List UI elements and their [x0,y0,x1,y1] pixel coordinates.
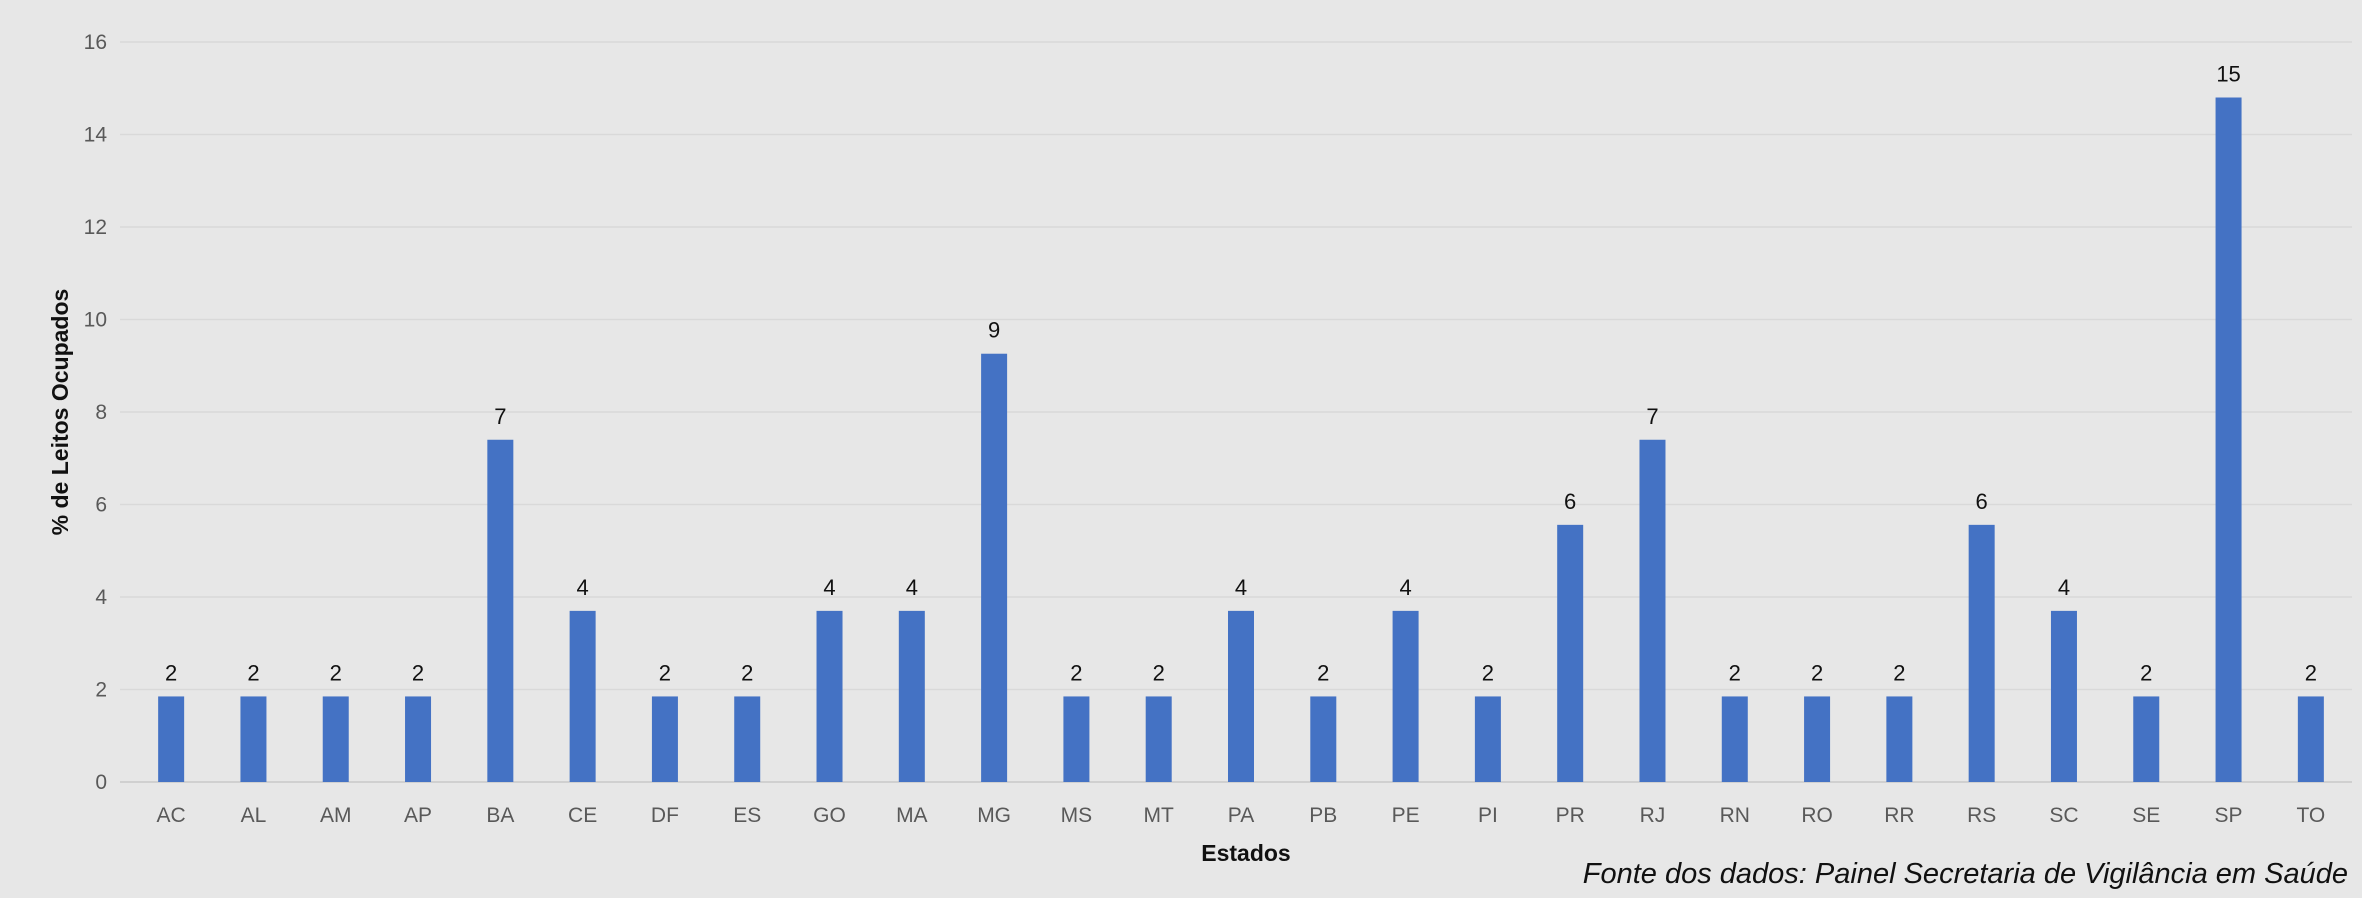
x-tick-label: MA [896,804,928,827]
data-label: 6 [1564,489,1576,514]
x-tick-label: MT [1144,804,1174,827]
y-tick-label: 6 [95,494,107,517]
x-tick-label: RS [1967,804,1996,827]
bar-df [651,696,678,782]
data-label: 7 [1646,404,1658,429]
x-tick-label: AP [404,804,432,827]
data-label: 2 [412,660,424,685]
bar-ce [569,610,596,782]
y-axis-title: % de Leitos Ocupados [47,289,73,536]
data-label: 4 [577,575,589,600]
data-label: 2 [1482,660,1494,685]
x-tick-label: AM [320,804,352,827]
data-label: 2 [165,660,177,685]
x-tick-label: BA [486,804,514,827]
bar-rj [1639,439,1666,782]
bar-rr [1886,696,1913,782]
bar-ro [1804,696,1831,782]
data-label: 2 [330,660,342,685]
bar-mg [981,353,1008,782]
x-tick-label: RO [1801,804,1833,827]
data-label: 15 [2216,62,2240,87]
data-label: 2 [1893,660,1905,685]
x-tick-label: AC [157,804,186,827]
bar-pr [1557,524,1584,782]
bar-rs [1968,524,1995,782]
bar-ac [158,696,185,782]
data-label: 4 [2058,575,2070,600]
y-tick-label: 8 [95,401,107,424]
data-label: 6 [1976,489,1988,514]
x-tick-label: PR [1556,804,1585,827]
x-tick-label: SE [2132,804,2160,827]
data-label: 4 [906,575,918,600]
x-tick-label: DF [651,804,679,827]
x-tick-label: MG [977,804,1011,827]
data-label: 2 [2305,660,2317,685]
source-note: Fonte dos dados: Painel Secretaria de Vi… [1582,858,2348,890]
bar-se [2133,696,2160,782]
y-tick-label: 14 [84,124,108,147]
y-tick-label: 4 [95,586,107,609]
x-tick-label: RJ [1640,804,1666,827]
x-tick-label: PB [1309,804,1337,827]
y-tick-label: 10 [84,309,107,332]
x-tick-label: ES [733,804,761,827]
bar-rn [1721,696,1748,782]
y-tick-label: 0 [95,771,107,794]
data-label: 2 [1811,660,1823,685]
x-tick-label: PA [1228,804,1254,827]
bar-sp [2215,97,2242,782]
x-axis-title: Estados [1201,840,1290,866]
data-label: 9 [988,318,1000,343]
x-tick-label: RR [1884,804,1914,827]
bar-pi [1474,696,1501,782]
x-tick-label: TO [2296,804,2325,827]
bar-mt [1145,696,1172,782]
data-label: 7 [494,404,506,429]
bar-pa [1228,610,1254,782]
data-label: 4 [1399,575,1411,600]
data-label: 2 [247,660,259,685]
data-label: 2 [741,660,753,685]
y-tick-label: 16 [84,31,107,54]
data-label: 2 [2140,660,2152,685]
data-label: 4 [1235,575,1247,600]
bar-to [2297,696,2324,782]
y-tick-label: 12 [84,216,107,239]
x-tick-label: GO [813,804,846,827]
bar-go [816,610,843,782]
data-label: 2 [659,660,671,685]
x-tick-label: CE [568,804,597,827]
data-label: 2 [1070,660,1082,685]
data-label: 2 [1153,660,1165,685]
bar-ma [898,610,925,782]
bar-ms [1063,696,1090,782]
x-tick-label: SP [2215,804,2243,827]
x-tick-label: SC [2049,804,2078,827]
x-tick-label: AL [241,804,267,827]
x-tick-label: RN [1720,804,1750,827]
bar-am [322,696,349,782]
bar-es [734,696,761,782]
x-tick-label: PI [1478,804,1498,827]
data-label: 2 [1729,660,1741,685]
x-tick-label: MS [1061,804,1093,827]
y-tick-label: 2 [95,679,107,702]
bar-sc [2050,610,2077,782]
data-label: 4 [823,575,835,600]
bar-pe [1392,610,1419,782]
bar-al [240,696,267,782]
bar-ba [487,439,514,782]
bar-ap [405,696,432,782]
data-label: 2 [1317,660,1329,685]
bar-pb [1310,696,1337,782]
x-tick-label: PE [1392,804,1420,827]
